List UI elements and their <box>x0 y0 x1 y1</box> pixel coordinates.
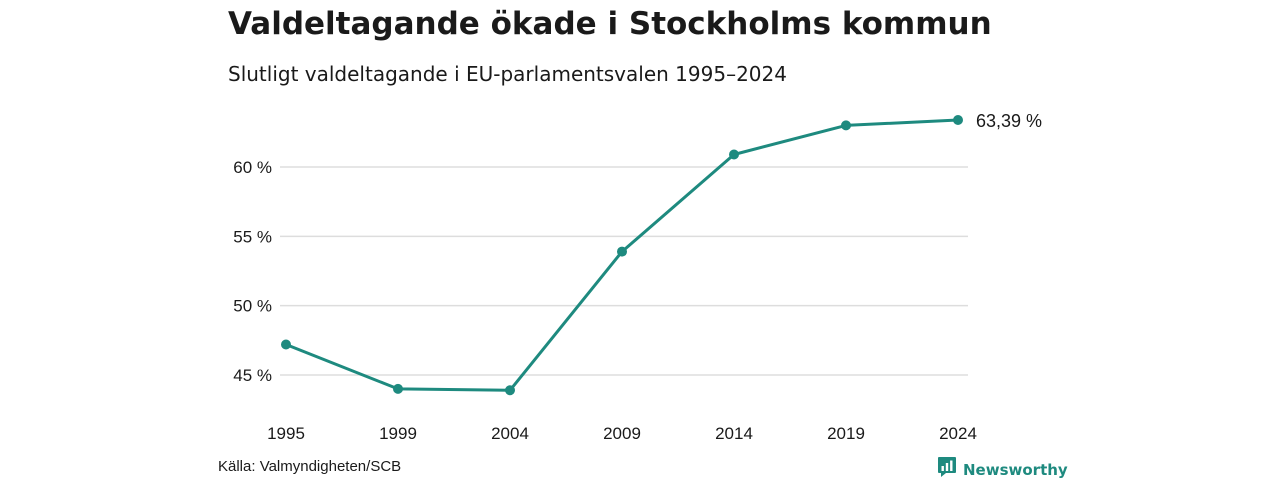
data-point[interactable] <box>505 385 515 396</box>
newsworthy-logo-icon <box>937 456 957 483</box>
x-tick-label: 1999 <box>379 424 417 443</box>
x-axis-ticks: 1995 1999 2004 2009 2014 2019 2024 <box>267 424 977 443</box>
brand-logo[interactable]: Newsworthy <box>937 456 1068 483</box>
x-tick-label: 2009 <box>603 424 641 443</box>
y-axis-ticks: 45 % 50 % 55 % 60 % <box>233 158 272 385</box>
y-tick-label: 60 % <box>233 158 272 177</box>
x-tick-label: 2004 <box>491 424 529 443</box>
data-point[interactable] <box>729 149 739 160</box>
data-points <box>281 114 963 396</box>
chart-title: Valdeltagande ökade i Stockholms kommun <box>228 6 992 42</box>
end-value-label: 63,39 % <box>976 111 1042 131</box>
x-tick-label: 2014 <box>715 424 753 443</box>
data-point[interactable] <box>953 114 963 125</box>
x-tick-label: 2019 <box>827 424 865 443</box>
data-point[interactable] <box>281 339 291 350</box>
gridlines <box>280 166 968 376</box>
source-note: Källa: Valmyndigheten/SCB <box>218 458 402 475</box>
y-tick-label: 55 % <box>233 227 272 246</box>
x-tick-label: 2024 <box>939 424 977 443</box>
data-point[interactable] <box>617 246 627 257</box>
chart-subtitle: Slutligt valdeltagande i EU-parlamentsva… <box>228 62 787 86</box>
data-point[interactable] <box>841 120 851 131</box>
brand-name: Newsworthy <box>963 460 1068 479</box>
data-point[interactable] <box>393 383 403 394</box>
y-tick-label: 50 % <box>233 297 272 316</box>
x-tick-label: 1995 <box>267 424 305 443</box>
y-tick-label: 45 % <box>233 366 272 385</box>
